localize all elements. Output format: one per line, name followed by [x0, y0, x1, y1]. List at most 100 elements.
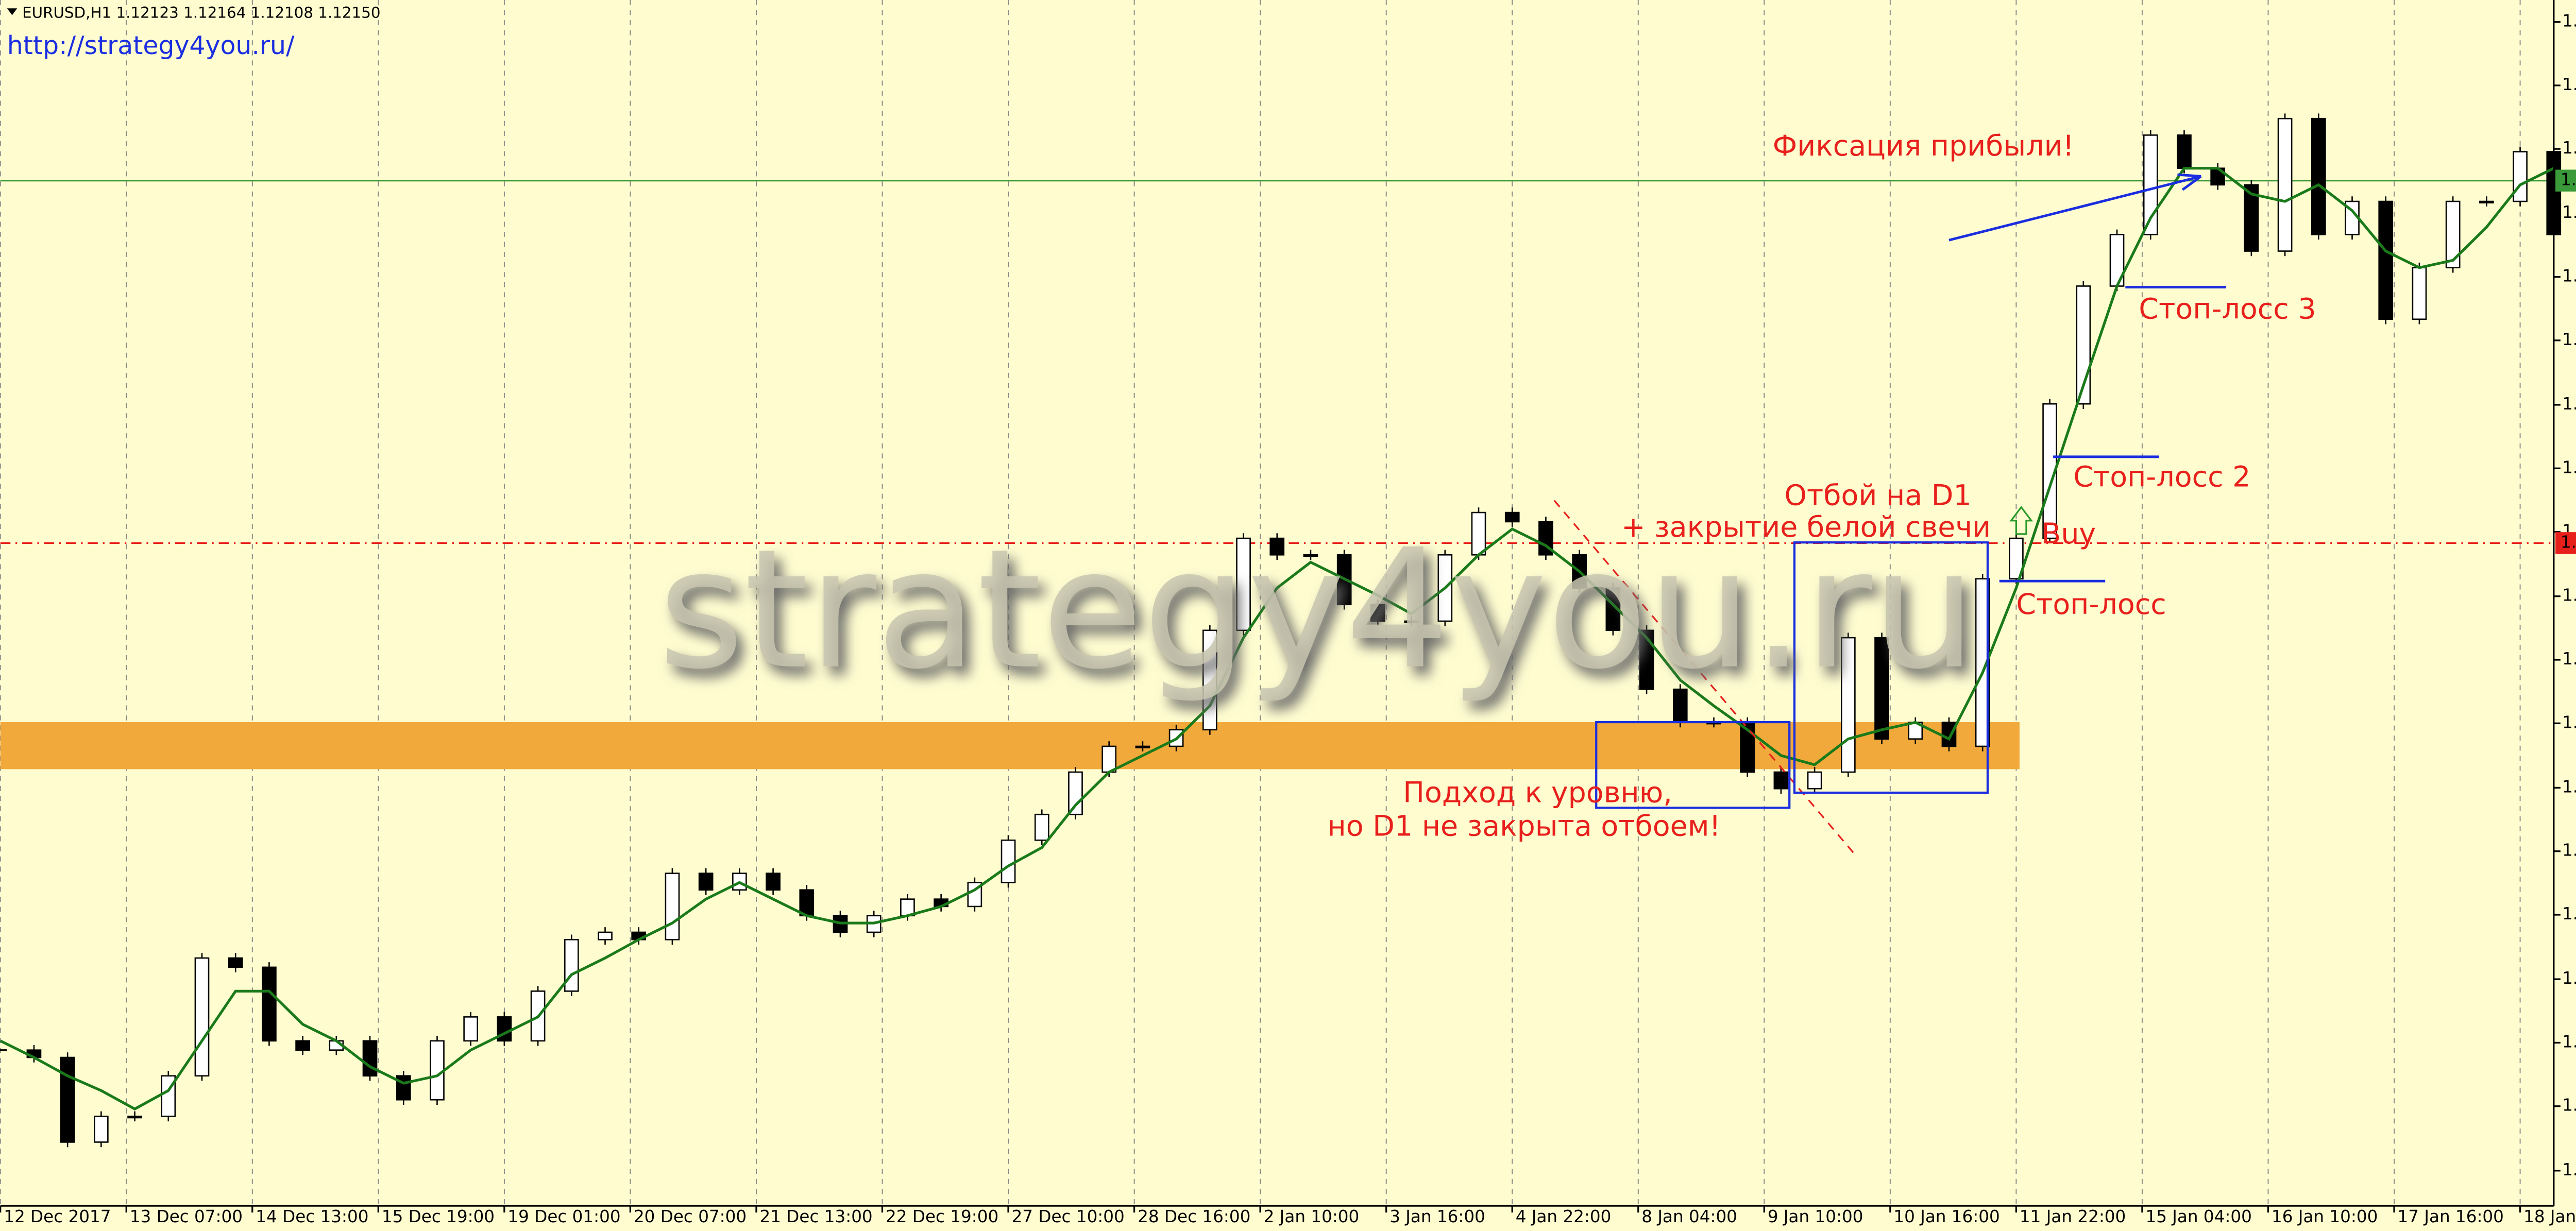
candle-body [93, 1116, 109, 1143]
candle-body [1068, 771, 1083, 815]
x-tick-label: 8 Jan 04:00 [1641, 1207, 1737, 1226]
candle-body [228, 957, 243, 968]
candle-body [430, 1040, 445, 1101]
y-tick-label: 1.23080 [2562, 75, 2576, 94]
watermark-shadow: strategy4you.ru [665, 522, 1984, 714]
candle-body [2412, 267, 2427, 320]
annotation: Стоп-лосс [2016, 588, 2166, 621]
candle-body [2513, 151, 2528, 202]
x-tick-label: 15 Jan 04:00 [2145, 1207, 2251, 1226]
candle-body [2311, 117, 2326, 235]
x-tick-label: 10 Jan 16:00 [1893, 1207, 1999, 1226]
buy-arrow [2009, 505, 2033, 535]
candle-body [2378, 200, 2394, 320]
candle-body [161, 1075, 176, 1117]
candle-body [1807, 771, 1822, 790]
arrow-head [2177, 173, 2202, 191]
arrow [1948, 175, 2201, 242]
candle-body [1101, 745, 1117, 773]
symbol-line: EURUSD,H1 1.12123 1.12164 1.12108 1.1215… [22, 4, 380, 22]
annotation-drawings [1553, 173, 2226, 857]
candle-body [2479, 200, 2494, 203]
candle-body [1504, 511, 1520, 523]
candle-body [665, 873, 680, 941]
y-tick-label: 1.19615 [2562, 712, 2576, 732]
y-tick-label: 1.22735 [2562, 138, 2576, 158]
x-tick-label: 22 Dec 19:00 [886, 1207, 998, 1226]
moving-average [0, 167, 2554, 1111]
candle-body [2177, 134, 2192, 169]
y-tick-label: 1.23425 [2562, 11, 2576, 31]
y-tick-label: 1.18575 [2562, 904, 2576, 924]
x-tick-label: 17 Jan 16:00 [2398, 1207, 2504, 1226]
candle-body [60, 1056, 75, 1143]
x-tick-label: 21 Dec 13:00 [759, 1207, 872, 1226]
candle-body [1639, 629, 1654, 690]
candle-body [1303, 554, 1318, 557]
watermark: strategy4you.ru [658, 514, 1977, 706]
y-tick-label: 1.22385 [2562, 202, 2576, 222]
candles [0, 113, 2562, 1148]
x-tick-label: 9 Jan 10:00 [1768, 1207, 1863, 1226]
candle-body [799, 889, 815, 917]
x-tick-label: 27 Dec 10:00 [1012, 1207, 1125, 1226]
candle-body [1269, 537, 1285, 556]
x-tick-label: 12 Dec 2017 [4, 1207, 111, 1226]
candle-body [362, 1040, 378, 1077]
y-tick-label: 1.18920 [2562, 841, 2576, 860]
candle-body [1941, 722, 1957, 747]
candle-body [1001, 839, 1016, 883]
annotation: Отбой на D1 [1784, 479, 1971, 512]
candle-body [1840, 637, 1856, 773]
y-tick-label: 1.21345 [2562, 394, 2576, 414]
candle-body [564, 938, 579, 992]
trend-line [1553, 500, 1857, 857]
x-tick-label: 20 Dec 07:00 [634, 1207, 747, 1226]
x-tick-label: 18 Jan 22:00 [2523, 1207, 2576, 1226]
y-tick-label: 1.21695 [2562, 330, 2576, 349]
x-tick-label: 16 Jan 10:00 [2272, 1207, 2378, 1226]
candle-body [1202, 629, 1217, 731]
candle-body [598, 931, 613, 941]
y-tick-label: 1.18225 [2562, 968, 2576, 988]
annotation: Фиксация прибыли! [1773, 130, 2074, 163]
x-tick-label: 19 Dec 01:00 [507, 1207, 620, 1226]
candle-body [262, 966, 277, 1042]
price-tag [2555, 532, 2576, 554]
candle-body [1236, 537, 1251, 631]
y-tick-label: 1.17185 [2562, 1160, 2576, 1179]
link[interactable]: http://strategy4you.ru/ [7, 31, 295, 60]
candle-body [1874, 637, 1889, 740]
annotation: Buy [2041, 518, 2096, 551]
candle-body [1437, 554, 1453, 622]
y-tick-label: 1.17535 [2562, 1096, 2576, 1115]
candle-body [766, 873, 781, 891]
y-tick-label: 1.19960 [2562, 649, 2576, 669]
y-tick-label: 1.20305 [2562, 586, 2576, 605]
annotation: Стоп-лосс 2 [2073, 460, 2250, 493]
annotation: но D1 не закрыта отбоем! [1328, 810, 1721, 843]
axes: 12 Dec 2017 13 Dec 07:00 14 Dec 13:00 15 De… [0, 11, 2576, 1226]
y-tick-label: 1.19265 [2562, 777, 2576, 796]
candle-body [698, 873, 714, 891]
x-tick-label: 14 Dec 13:00 [256, 1207, 368, 1226]
candle-body [1034, 813, 1049, 841]
candle-body [194, 957, 210, 1077]
y-tick-label: 1.21000 [2562, 457, 2576, 477]
annotation: Подход к уровню, [1403, 776, 1672, 809]
x-tick-label: 3 Jan 16:00 [1389, 1207, 1485, 1226]
x-tick-label: 11 Jan 22:00 [2020, 1207, 2126, 1226]
candle-body [1370, 604, 1385, 622]
candle-body [295, 1040, 310, 1051]
box [1793, 541, 1989, 794]
y-tick-label: 1.17880 [2562, 1032, 2576, 1051]
menu-triangle [7, 8, 18, 15]
candle-body [1135, 745, 1150, 748]
candle-body [1404, 620, 1419, 623]
price-tag-label: 1.20594 [2561, 532, 2576, 552]
x-tick-label: 28 Dec 16:00 [1138, 1207, 1250, 1226]
support-zone [0, 722, 2020, 770]
candle-body [463, 1016, 479, 1042]
x-tick-label: 4 Jan 22:00 [1516, 1207, 1612, 1226]
